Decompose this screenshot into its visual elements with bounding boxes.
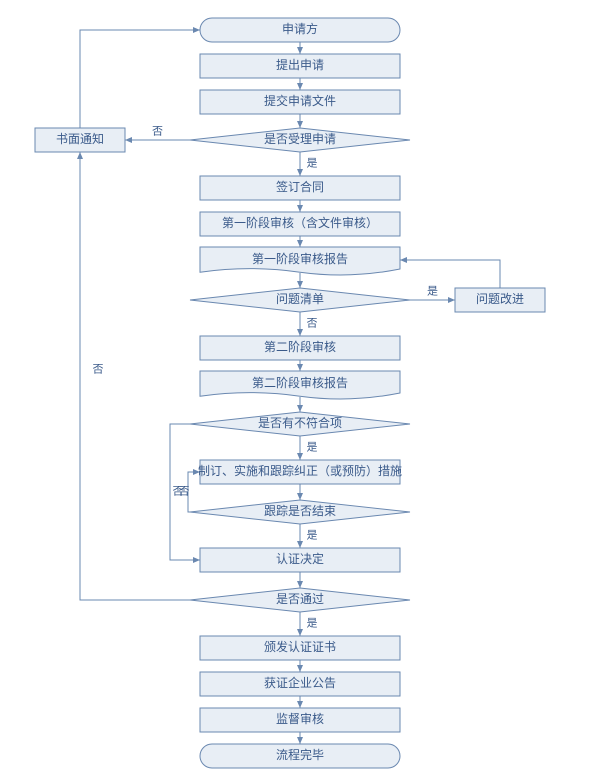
edge-label-track-no: 否 — [173, 486, 184, 498]
edge-label-issues-yes: 是 — [427, 285, 438, 298]
node-label-improve: 问题改进 — [476, 292, 524, 306]
node-label-nonconf_q: 是否有不符合项 — [258, 415, 342, 430]
node-label-corrective: 制订、实施和跟踪纠正（或预防）措施 — [198, 463, 402, 478]
edge-label: 是 — [307, 617, 318, 630]
edge — [80, 152, 190, 600]
node-label-submit: 提交申请文件 — [264, 93, 336, 108]
node-label-stage2_rep: 第二阶段审核报告 — [252, 375, 348, 390]
edge-label: 否 — [307, 318, 318, 330]
edge — [80, 30, 200, 128]
node-label-sign: 签订合同 — [276, 179, 324, 194]
node-label-stage1_rep: 第一阶段审核报告 — [252, 251, 348, 266]
node-label-stage2: 第二阶段审核 — [264, 339, 336, 354]
node-label-announce: 获证企业公告 — [264, 675, 336, 690]
node-label-supervise: 监督审核 — [276, 711, 324, 726]
node-label-apply: 提出申请 — [276, 57, 324, 72]
node-label-notice: 书面通知 — [56, 132, 104, 146]
edge-label: 是 — [307, 157, 318, 170]
node-label-issues_q: 问题清单 — [276, 292, 324, 306]
node-label-stage1: 第一阶段审核（含文件审核） — [222, 215, 378, 230]
edge-label: 是 — [307, 441, 318, 454]
node-label-start: 申请方 — [282, 21, 318, 36]
edge-label: 是 — [307, 529, 318, 542]
edge — [400, 260, 500, 288]
edge-label-pass-no: 否 — [93, 364, 104, 376]
node-label-cert_dec: 认证决定 — [276, 551, 324, 566]
node-label-issue_cert: 颁发认证证书 — [264, 639, 336, 654]
edge — [188, 472, 200, 512]
node-label-track_q: 跟踪是否结束 — [264, 504, 336, 518]
node-label-pass_q: 是否通过 — [276, 592, 324, 606]
edge-label-accept-no: 否 — [152, 126, 163, 138]
node-label-end: 流程完毕 — [276, 747, 324, 762]
flowchart: 申请方提出申请提交申请文件是否受理申请 书面通知签订合同第一阶段审核（含文件审核）… — [0, 0, 600, 782]
node-label-accept_q: 是否受理申请 — [264, 132, 336, 146]
